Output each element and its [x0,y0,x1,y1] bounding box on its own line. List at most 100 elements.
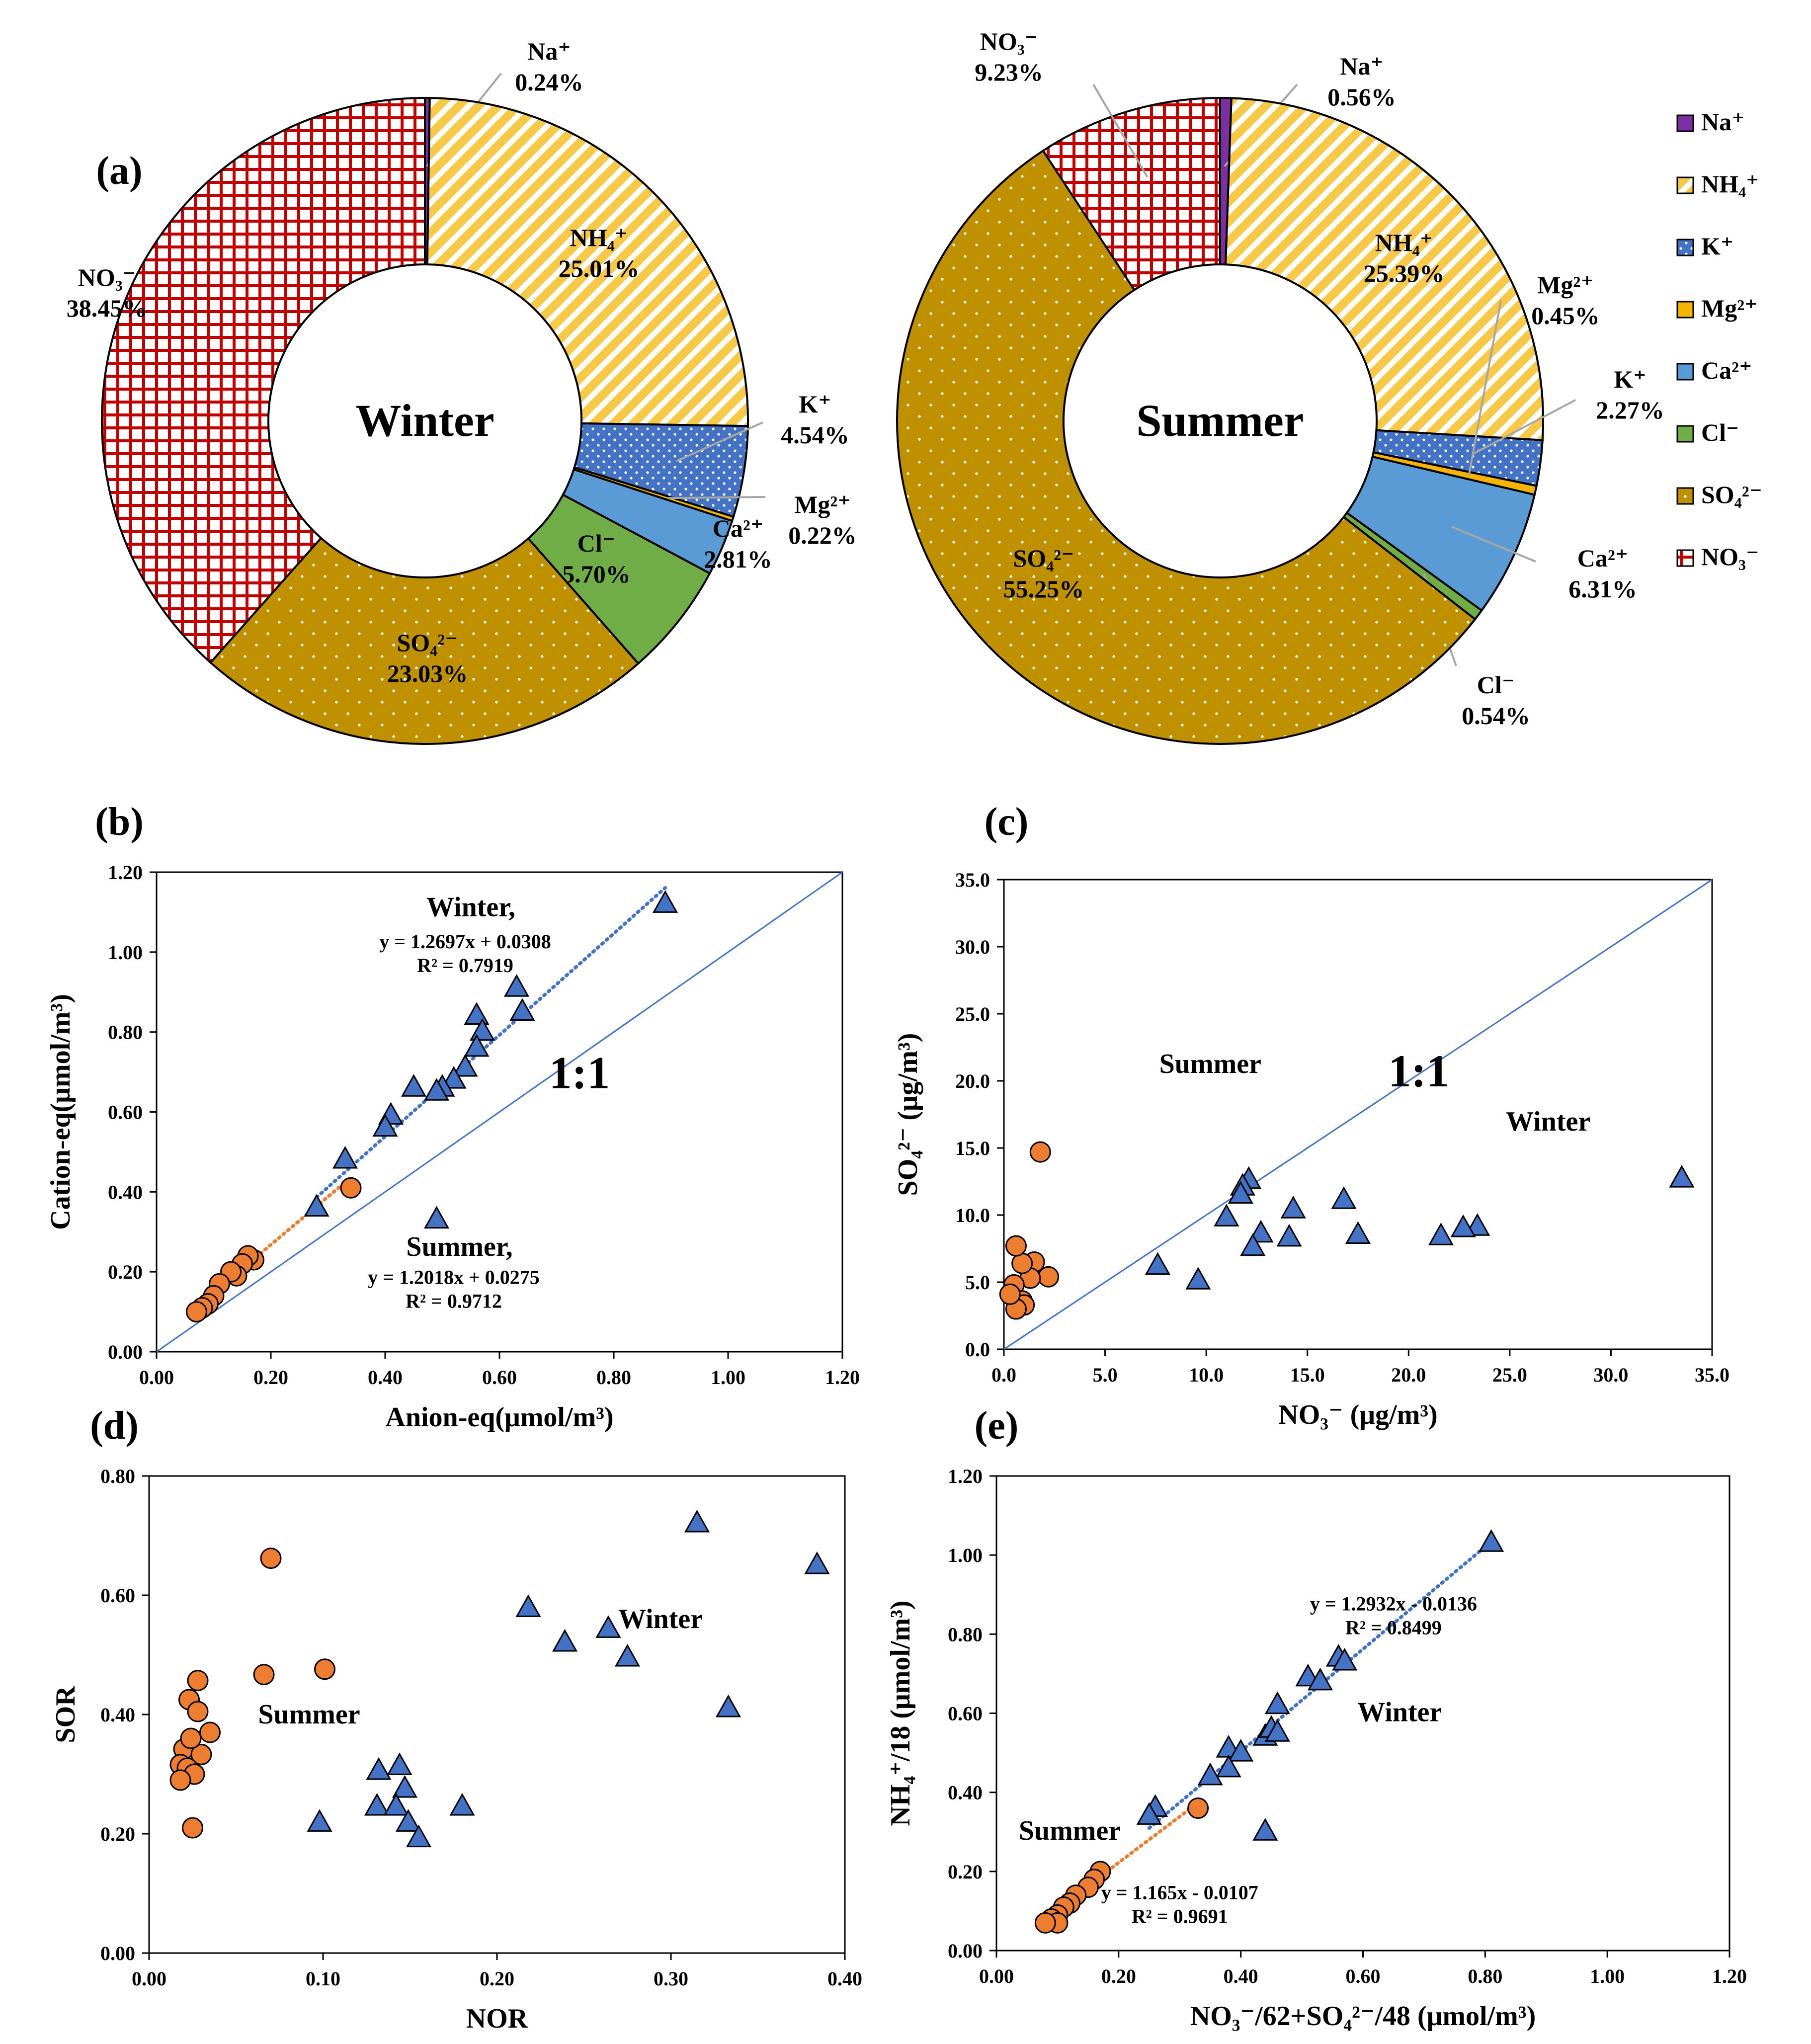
x-tick-label: 1.00 [711,1366,745,1389]
legend-label-ca: Ca²⁺ [1701,356,1752,384]
summer-point [1187,1798,1209,1819]
legend-label-na: Na⁺ [1701,108,1745,136]
winter-point [1228,1739,1254,1762]
annotation: y = 1.2697x + 0.0308 [379,930,551,953]
slice-nh4 [426,97,749,427]
label-pct-no3: 38.45% [67,294,148,322]
y-tick-label: 1.00 [948,1544,983,1566]
legend-swatch-ca [1676,363,1694,381]
winter-point [1197,1762,1223,1786]
y-tick-label: 30.0 [955,936,990,958]
x-tick-label: 0.20 [253,1366,288,1389]
y-axis-label: Cation-eq(μmol/m³) [45,994,76,1230]
winter-point [1280,1196,1306,1219]
label-name-nh4: NH₄⁺ [1375,229,1433,256]
label-pct-na: 0.56% [1327,83,1396,111]
summer-point [260,1548,282,1569]
y-tick-label: 0.60 [100,1584,135,1607]
panel-c-so4-no3-scatter: 0.0 5.0 10.0 15.0 20.0 25.0 30.0 35.0 0.0 5.0 10.0… [893,800,1729,1430]
winter-point [552,1629,578,1652]
y-tick-label: 15.0 [955,1137,990,1159]
x-tick-label: 30.0 [1593,1364,1628,1386]
winter-point [1331,1186,1357,1209]
x-axis-label: Anion-eq(μmol/m³) [385,1402,613,1433]
winter-point [364,1793,390,1816]
label-name-mg: Mg²⁺ [794,491,851,518]
leader-line-no3 [1092,83,1149,177]
winter-point [652,890,678,913]
label-name-k: K⁺ [1614,365,1646,393]
x-tick-label: 0.40 [368,1366,403,1389]
winter-point [1264,1691,1290,1715]
x-tick-label: 0.0 [991,1364,1016,1386]
winter-point [1248,1220,1274,1243]
label-pct-cl: 5.70% [562,560,631,588]
annotation: Winter [1506,1106,1590,1137]
summer-point [187,1670,209,1692]
y-tick-label: 1.00 [108,941,143,964]
x-tick-label: 0.00 [979,1965,1014,1987]
label-pct-na: 0.24% [515,68,583,96]
winter-point [304,1194,329,1217]
winter-point [332,1145,358,1169]
label-name-mg: Mg²⁺ [1537,271,1594,299]
center-label: Summer [1136,395,1304,446]
winter-point [684,1509,710,1533]
panel-d-sor-nor-scatter: 0.00 0.10 0.20 0.30 0.40 0.00 0.20 0.40 0.60 0.80… [50,1404,862,2034]
winter-point [595,1615,621,1638]
winter-point [464,1002,490,1025]
winter-point [441,1066,467,1089]
y-tick-label: 0.60 [108,1101,143,1124]
annotation: Winter [618,1604,703,1635]
x-tick-label: 5.0 [1093,1364,1118,1386]
label-name-so4: SO₄²⁻ [1013,544,1074,572]
legend-swatch-mg [1676,301,1694,319]
x-tick-label: 1.00 [1590,1965,1625,1987]
summer-point [340,1177,362,1199]
winter-point [1307,1667,1333,1691]
annotation: Summer [1159,1049,1261,1079]
y-tick-label: 0.40 [108,1181,143,1203]
summer-point [186,1301,207,1323]
annotation: 1:1 [1388,1046,1449,1096]
panel-b-cation-anion-scatter: 0.00 0.20 0.40 0.60 0.80 1.00 1.20 0.00 0.20 0.40… [45,800,860,1433]
summer-point [190,1743,212,1765]
winter-point [452,1054,478,1077]
label-pct-no3: 9.23% [975,58,1043,86]
label-pct-ca: 6.31% [1568,575,1637,603]
winter-point [406,1824,432,1848]
y-tick-label: 5.0 [965,1271,990,1294]
legend-label-nh4: NH₄⁺ [1701,170,1759,198]
x-tick-label: 20.0 [1391,1364,1426,1386]
x-tick-label: 1.20 [1712,1965,1747,1987]
y-tick-label: 0.60 [948,1703,983,1725]
y-tick-label: 25.0 [955,1003,990,1025]
y-tick-label: 0.00 [100,1942,135,1964]
legend-label-no3: NO₃⁻ [1701,543,1759,571]
label-pct-k: 4.54% [781,421,849,449]
panel-label: (d) [90,1404,139,1448]
winter-point [509,998,535,1021]
label-pct-so4: 55.25% [1003,575,1084,603]
summer-point [253,1664,275,1686]
x-tick-label: 0.30 [654,1967,688,1990]
label-pct-k: 2.27% [1596,396,1664,424]
label-name-so4: SO₄²⁻ [397,629,458,656]
panel-label: (b) [95,800,144,844]
winter-point [307,1809,332,1832]
winter-point [1240,1233,1266,1256]
x-tick-label: 0.60 [482,1366,517,1389]
label-pct-cl: 0.54% [1462,702,1530,730]
x-tick-label: 0.80 [1468,1965,1502,1987]
y-tick-label: 0.80 [948,1623,983,1645]
summer-point [314,1658,335,1680]
winter-point [1185,1267,1211,1290]
winter-point [366,1757,392,1780]
annotation: Winter, [426,892,515,922]
y-tick-label: 0.20 [100,1823,135,1845]
legend-label-so4: SO₄²⁻ [1701,481,1762,508]
y-tick-label: 0.20 [108,1261,143,1283]
legend-swatch-so4 [1676,487,1694,505]
winter-point [1145,1252,1170,1275]
